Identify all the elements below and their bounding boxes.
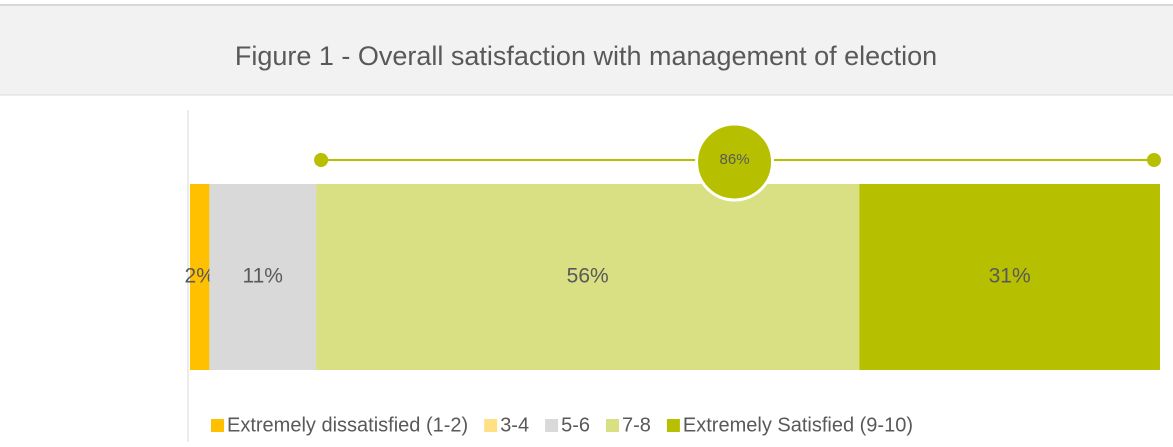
legend-swatch	[211, 419, 224, 432]
data-label: 31%	[989, 265, 1031, 288]
legend-label: Extremely dissatisfied (1-2)	[227, 414, 468, 436]
data-label: 2%	[185, 265, 215, 288]
legend-swatch	[545, 419, 559, 432]
legend-swatch	[606, 419, 619, 432]
bracket-end	[1147, 153, 1161, 167]
data-label: 11%	[243, 265, 283, 288]
bar-segment	[859, 184, 1160, 370]
bar-segment	[209, 184, 317, 370]
chart-title: Figure 1 - Overall satisfaction with man…	[235, 41, 937, 71]
legend-label: 5-6	[561, 414, 590, 436]
bar-segment	[190, 184, 210, 370]
legend-label: 7-8	[622, 414, 651, 436]
legend-label: 3-4	[500, 414, 529, 436]
data-label: 56%	[567, 265, 609, 288]
annotation: 86%	[720, 151, 750, 168]
bracket-end	[314, 153, 329, 167]
legend-swatch	[484, 419, 498, 432]
bar-segment	[316, 184, 860, 370]
annotation-badge	[695, 122, 775, 202]
title-band	[0, 5, 1173, 95]
legend-label: Extremely Satisfied (9-10)	[683, 414, 913, 436]
legend-swatch	[666, 419, 680, 432]
